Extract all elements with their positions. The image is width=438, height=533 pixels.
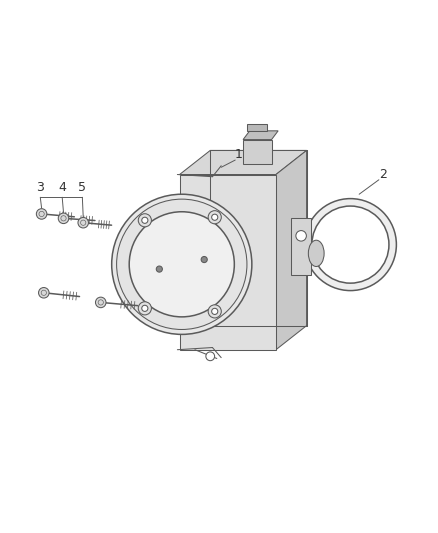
Circle shape bbox=[138, 214, 152, 227]
Circle shape bbox=[212, 308, 218, 314]
Circle shape bbox=[78, 217, 88, 228]
Circle shape bbox=[138, 302, 152, 315]
Text: 2: 2 bbox=[379, 168, 387, 181]
Ellipse shape bbox=[117, 199, 247, 329]
Circle shape bbox=[304, 199, 396, 290]
Polygon shape bbox=[180, 150, 307, 174]
Circle shape bbox=[142, 217, 148, 223]
Circle shape bbox=[296, 231, 306, 241]
Ellipse shape bbox=[308, 240, 324, 266]
Circle shape bbox=[36, 209, 47, 219]
Circle shape bbox=[95, 297, 106, 308]
Circle shape bbox=[58, 213, 69, 223]
Polygon shape bbox=[180, 174, 276, 350]
Circle shape bbox=[212, 214, 218, 220]
Polygon shape bbox=[276, 150, 307, 350]
Circle shape bbox=[39, 287, 49, 298]
Ellipse shape bbox=[112, 194, 252, 334]
Text: 5: 5 bbox=[78, 181, 86, 194]
Circle shape bbox=[208, 305, 221, 318]
Circle shape bbox=[206, 352, 215, 361]
Circle shape bbox=[312, 206, 389, 283]
Text: 4: 4 bbox=[58, 181, 66, 194]
Polygon shape bbox=[243, 140, 272, 164]
Polygon shape bbox=[247, 124, 267, 131]
Circle shape bbox=[142, 305, 148, 311]
Text: 1: 1 bbox=[235, 148, 243, 161]
Ellipse shape bbox=[129, 212, 234, 317]
Text: 3: 3 bbox=[36, 181, 44, 194]
Polygon shape bbox=[291, 219, 311, 275]
Circle shape bbox=[201, 256, 207, 263]
Polygon shape bbox=[243, 131, 278, 140]
Circle shape bbox=[156, 266, 162, 272]
Circle shape bbox=[208, 211, 221, 224]
